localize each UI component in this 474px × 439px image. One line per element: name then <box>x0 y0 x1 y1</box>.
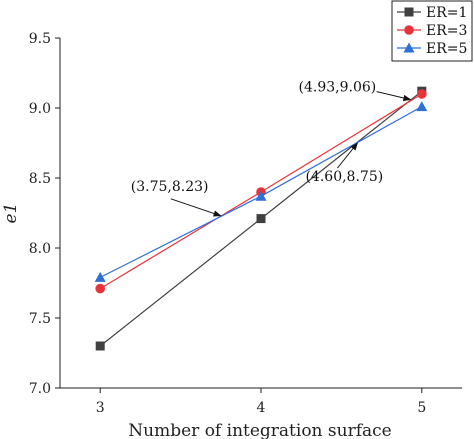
legend-item-er-1: ER=1 <box>397 5 467 21</box>
y-tick-label: 8.5 <box>29 171 51 187</box>
data-point-er-1 <box>256 214 266 224</box>
legend-label: ER=3 <box>426 23 467 39</box>
data-point-er-5 <box>416 101 428 112</box>
series-layer <box>94 86 428 351</box>
data-point-er-5 <box>255 190 267 201</box>
series-er-1 <box>95 86 427 351</box>
annotation-arrow <box>337 142 358 169</box>
y-axis-title: e1 <box>1 203 21 224</box>
annotation-layer: (3.75,8.23) (4.93,9.06) (4.60,8.75) <box>131 80 412 217</box>
data-point-er-1 <box>95 341 105 351</box>
x-tick-label: 3 <box>96 400 105 416</box>
y-tick-label: 7.5 <box>29 311 51 327</box>
x-tick-label: 4 <box>257 400 266 416</box>
legend-item-er-3: ER=3 <box>397 23 467 39</box>
y-tick-label: 8.0 <box>29 241 51 257</box>
legend-label: ER=1 <box>426 5 467 21</box>
x-axis-title: Number of integration surface <box>128 421 391 439</box>
x-ticks: 3 4 5 <box>96 388 426 416</box>
legend-swatch-marker <box>403 42 415 53</box>
annotation-label: (4.60,8.75) <box>305 169 383 185</box>
annotation-label: (4.93,9.06) <box>299 80 377 96</box>
data-point-er-3 <box>95 283 105 294</box>
legend-item-er-5: ER=5 <box>397 41 467 57</box>
annotation-arrow <box>376 91 412 102</box>
legend-swatch-marker <box>404 7 414 17</box>
y-tick-label: 9.0 <box>29 101 51 117</box>
x-tick-label: 5 <box>417 400 426 416</box>
annotation-label: (3.75,8.23) <box>131 179 209 195</box>
y-tick-label: 7.0 <box>29 381 51 397</box>
y-ticks: 7.0 7.5 8.0 8.5 9.0 9.5 <box>29 31 60 397</box>
series-er-5 <box>94 101 428 282</box>
data-point-er-5 <box>94 271 106 282</box>
y-tick-label: 9.5 <box>29 31 51 47</box>
annotation-arrow <box>170 198 222 217</box>
data-point-er-3 <box>417 89 427 99</box>
legend: ER=1 ER=3 ER=5 <box>391 0 473 62</box>
legend-swatch-marker <box>404 25 414 35</box>
legend-label: ER=5 <box>426 41 467 57</box>
